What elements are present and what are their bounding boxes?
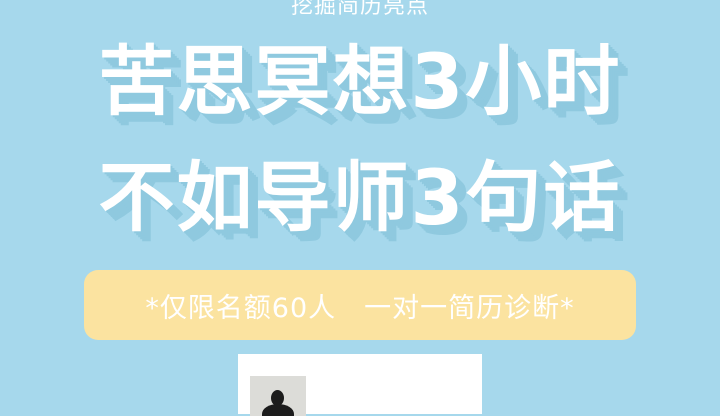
offer-banner-text: *仅限名额60人 一对一简历诊断* [145,292,575,324]
promo-poster: 挖掘简历亮点 苦思冥想3小时 不如导师3句话 *仅限名额60人 一对一简历诊断* [84,0,636,416]
avatar [250,376,306,416]
avatar-body-icon [262,404,294,416]
offer-banner: *仅限名额60人 一对一简历诊断* [84,270,636,340]
poster-subtitle: 挖掘简历亮点 [290,0,429,19]
headline-line-2: 不如导师3句话 [98,153,622,242]
headline-line-1: 苦思冥想3小时 [98,37,622,126]
mentor-card [238,354,482,416]
